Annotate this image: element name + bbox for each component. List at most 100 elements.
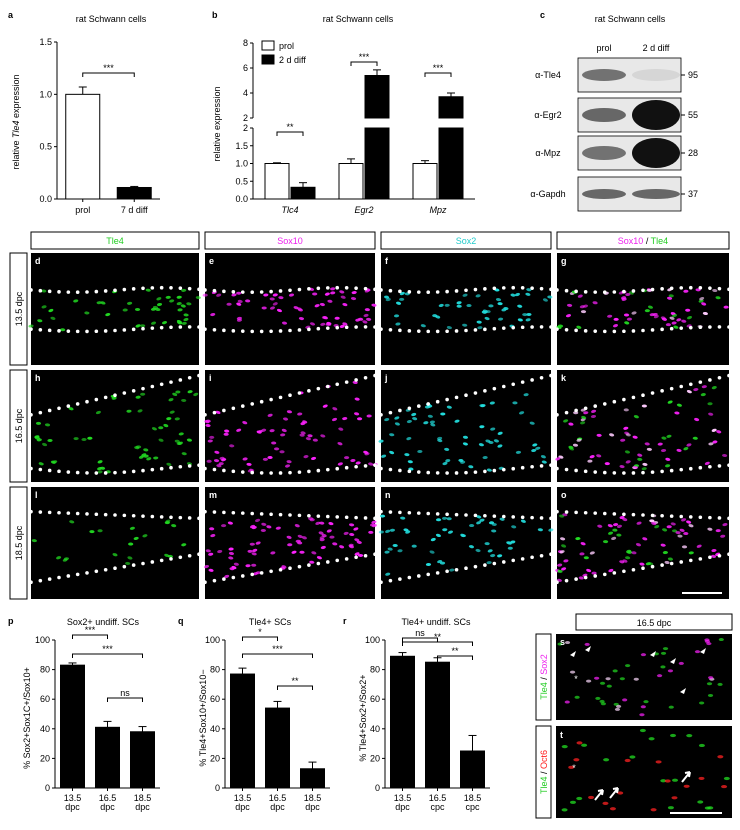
cell: [228, 551, 235, 556]
cell-s: [595, 696, 601, 700]
cell: [178, 432, 184, 436]
cell-t: [698, 743, 705, 748]
outline-dot: [473, 287, 478, 292]
cell: [41, 289, 47, 293]
outline-dot: [398, 328, 402, 333]
outline-dot: [187, 553, 192, 558]
outline-dot: [75, 329, 80, 334]
cell: [653, 314, 659, 319]
chart-q: Tle4+ SCs % Tle4+Sox10+/Sox10− 0 20 40 60 80…: [198, 617, 330, 812]
outline-dot: [660, 563, 664, 567]
cell: [644, 309, 650, 313]
cell: [657, 442, 663, 446]
outline-dot: [288, 393, 292, 398]
cell: [676, 403, 682, 407]
cell: [616, 533, 622, 537]
outline-dot: [555, 509, 559, 514]
outline-dot: [354, 515, 358, 520]
outline-dot: [278, 567, 283, 572]
outline-dot: [641, 470, 645, 475]
s-label-sep: /: [539, 675, 549, 683]
chart-a-ylabel-gene: Tle4: [11, 121, 21, 139]
significance-bracket: [72, 653, 143, 658]
cell: [683, 289, 689, 293]
significance-label: **: [451, 646, 459, 656]
outline-dot: [47, 577, 52, 581]
cell: [366, 414, 372, 418]
cell: [236, 302, 242, 306]
cell: [355, 318, 361, 322]
cell: [475, 548, 481, 553]
cell: [237, 299, 243, 303]
outline-dot: [717, 553, 722, 558]
cell-t: [576, 741, 583, 745]
outline-dot: [473, 391, 478, 395]
outline-dot: [122, 287, 127, 292]
cell: [236, 316, 242, 320]
outline-dot: [178, 515, 183, 520]
blot-row-label-0: α-Tle4: [535, 70, 561, 80]
outline-dot: [388, 327, 393, 332]
outline-dot: [240, 470, 245, 474]
outline-dot: [727, 516, 731, 521]
y-tick-label: 0.0: [235, 194, 248, 204]
outline-dot: [445, 512, 449, 517]
outline-dot: [325, 467, 330, 472]
outline-dot: [259, 471, 264, 475]
cell: [616, 524, 623, 528]
micrograph-bg: [31, 487, 199, 599]
column-headers: Tle4 Sox10 Sox2 Sox10 / Tle4: [30, 231, 730, 250]
x-tick-label: 13.5: [234, 793, 252, 803]
micrograph-bg: [557, 487, 729, 599]
cell: [229, 444, 235, 448]
outline-dot: [483, 327, 487, 332]
cell: [31, 539, 37, 543]
cell: [96, 301, 102, 305]
cell: [394, 416, 400, 420]
outline-dot: [131, 469, 136, 474]
cell: [722, 522, 728, 527]
cell: [607, 314, 613, 318]
cell: [163, 423, 169, 428]
cell: [208, 568, 214, 572]
blot-title: rat Schwann cells: [595, 14, 666, 24]
panel-letter-f: f: [385, 256, 389, 266]
micrograph-t: [556, 726, 732, 818]
cell: [557, 563, 563, 567]
cell: [622, 559, 628, 563]
chart-p-ylabel: % Sox2+Sox1C+/Sox10+: [22, 667, 32, 769]
outline-dot: [159, 285, 164, 290]
cell-t: [723, 776, 730, 781]
side-panels: 16.5 dpc Tle4 / Sox2 Tle4 / Oct6 * * s t: [535, 613, 733, 819]
y-tick-label: 1.5: [235, 141, 248, 151]
cell-s: [616, 704, 622, 708]
outline-dot: [583, 575, 588, 580]
cell-t: [617, 791, 624, 795]
cell: [47, 439, 53, 443]
cell: [514, 292, 520, 297]
significance-label: *: [258, 627, 262, 637]
cell: [580, 542, 586, 546]
outline-dot: [169, 325, 173, 330]
outline-dot: [492, 386, 497, 391]
cell-t: [648, 737, 655, 741]
x-tick-label: 18.5: [304, 793, 322, 803]
panel-letter-q: q: [178, 616, 184, 626]
bar-2: [460, 750, 485, 789]
outline-dot: [530, 464, 534, 469]
outline-dot: [38, 467, 43, 472]
outline-dot: [388, 410, 393, 415]
significance-label: ***: [103, 63, 114, 73]
cell: [446, 517, 452, 521]
outline-dot: [708, 378, 712, 382]
micrograph-bg: [205, 370, 375, 482]
outline-dot: [501, 560, 506, 564]
outline-dot: [631, 567, 636, 572]
cell: [535, 446, 541, 450]
outline-dot: [113, 470, 117, 475]
outline-dot: [435, 329, 440, 334]
cell: [263, 293, 269, 297]
cell: [354, 538, 360, 542]
outline-dot: [593, 511, 598, 515]
outline-dot: [564, 578, 569, 583]
